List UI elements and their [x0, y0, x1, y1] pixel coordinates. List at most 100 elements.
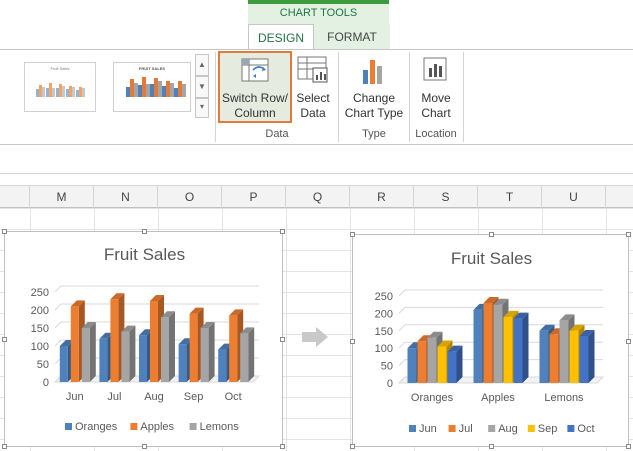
gallery-scroll-down[interactable]: ▼ — [195, 76, 209, 98]
column-header-m[interactable]: M — [30, 186, 94, 208]
switch-row-column-button[interactable]: Switch Row/ Column — [218, 51, 292, 123]
ribbon-separator — [215, 52, 216, 142]
group-label-data: Data — [265, 128, 289, 140]
move-chart-icon — [423, 57, 447, 81]
grid-row-line — [0, 397, 633, 398]
resize-handle[interactable] — [350, 232, 355, 237]
resize-handle[interactable] — [350, 444, 355, 449]
x-tick-label: Jul — [107, 391, 121, 403]
chart-style-thumb-1[interactable]: Fruit Sales — [24, 62, 96, 112]
chart-title: Fruit Sales — [450, 249, 533, 268]
x-tick-label: Oct — [225, 391, 242, 403]
bar-top — [569, 324, 585, 331]
legend-label: Sep — [538, 423, 558, 435]
bar — [559, 320, 569, 383]
bar-top — [218, 343, 233, 350]
grid-col-line — [286, 208, 287, 451]
formula-bar[interactable] — [0, 151, 633, 174]
move-chart-button[interactable]: Move Chart — [412, 51, 460, 123]
bar-top — [240, 327, 255, 334]
bar — [437, 346, 447, 383]
chart-plot: 0 50 100 150 200 250 Oranges Apples Lemons Jun Jul… — [375, 289, 605, 435]
bar — [407, 348, 417, 383]
bar-top — [503, 310, 519, 317]
column-header-q[interactable]: Q — [286, 186, 350, 208]
bar — [110, 299, 119, 382]
x-tick-label: Oranges — [411, 392, 454, 404]
resize-handle[interactable] — [141, 229, 147, 234]
resize-handle[interactable] — [2, 229, 7, 234]
resize-handle[interactable] — [626, 338, 631, 344]
change-chart-type-label-1: Change — [352, 91, 396, 105]
chart-fruit-sales-by-month[interactable]: Fruit Sales 0 50 100 150 200 250 Jun Jul Aug Sep O… — [4, 231, 283, 447]
legend-label: Aug — [498, 423, 518, 435]
legend-label: Oranges — [75, 421, 118, 433]
select-data-button[interactable]: Select Data — [293, 51, 333, 123]
legend-swatch — [448, 425, 456, 432]
change-chart-type-button[interactable]: Change Chart Type — [341, 51, 407, 123]
bar-top — [483, 296, 499, 303]
column-header-s[interactable]: S — [414, 186, 478, 208]
legend-swatch — [189, 423, 197, 430]
column-header-r[interactable]: R — [350, 186, 414, 208]
resize-handle[interactable] — [141, 444, 147, 449]
column-header-t[interactable]: T — [478, 186, 542, 208]
bar — [161, 317, 169, 382]
bar — [503, 316, 513, 383]
bar-side — [248, 327, 255, 382]
legend-label: Apples — [140, 421, 174, 433]
resize-handle[interactable] — [488, 232, 494, 237]
gallery-scroll-up[interactable]: ▲ — [195, 54, 209, 76]
resize-handle[interactable] — [280, 229, 285, 234]
legend-swatch — [65, 423, 72, 430]
bar-side — [208, 322, 215, 382]
x-tick-label: Sep — [184, 391, 204, 403]
bar — [189, 313, 198, 382]
x-tick-label: Jun — [66, 391, 84, 403]
resize-handle[interactable] — [350, 338, 355, 344]
bar-top — [229, 309, 244, 316]
bar-top — [121, 325, 136, 332]
resize-handle[interactable] — [626, 232, 631, 237]
legend-label: Oct — [577, 423, 594, 435]
column-header-u[interactable]: U — [542, 186, 606, 208]
legend-swatch — [488, 425, 496, 432]
thumb-title: Fruit Sales — [50, 66, 70, 71]
legend-swatch — [130, 423, 138, 430]
grid-row-line — [0, 313, 633, 314]
x-tick-label: Aug — [144, 391, 164, 403]
grid-row-line — [0, 229, 633, 230]
resize-handle[interactable] — [488, 444, 494, 449]
bar-top — [139, 329, 153, 336]
grid-row-line — [0, 292, 633, 293]
column-header-o[interactable]: O — [158, 186, 222, 208]
resize-handle[interactable] — [280, 444, 285, 449]
resize-handle[interactable] — [626, 444, 631, 449]
column-header-n[interactable]: N — [94, 186, 158, 208]
resize-handle[interactable] — [2, 337, 7, 342]
tab-design[interactable]: DESIGN — [248, 24, 314, 49]
chart-fruit-sales-by-fruit[interactable]: Fruit Sales 0 50 100 150 200 250 Oranges Apples… — [352, 234, 629, 447]
gridline — [54, 285, 62, 293]
bar-side — [129, 325, 136, 382]
resize-handle[interactable] — [2, 444, 7, 449]
grid-col-line — [350, 208, 351, 451]
group-label-location: Location — [415, 128, 457, 140]
chart-style-thumb-2[interactable]: FRUIT SALES — [113, 62, 191, 112]
column-header-p[interactable]: P — [222, 186, 286, 208]
bar-top — [437, 340, 453, 347]
tab-format[interactable]: FORMAT — [314, 24, 390, 49]
resize-handle[interactable] — [280, 337, 285, 342]
arrow-right-icon — [302, 327, 328, 347]
bar — [549, 334, 559, 383]
y-tick-label: 0 — [43, 377, 49, 389]
y-tick-label: 50 — [381, 361, 393, 373]
bar-top — [493, 298, 509, 305]
bar-top — [200, 322, 215, 328]
bar-side — [456, 345, 463, 383]
thumb-chart-icon — [36, 83, 85, 97]
gallery-more[interactable]: ▾ — [195, 98, 209, 118]
bar — [240, 333, 249, 382]
bar-top — [559, 314, 575, 321]
gridline — [398, 324, 406, 332]
